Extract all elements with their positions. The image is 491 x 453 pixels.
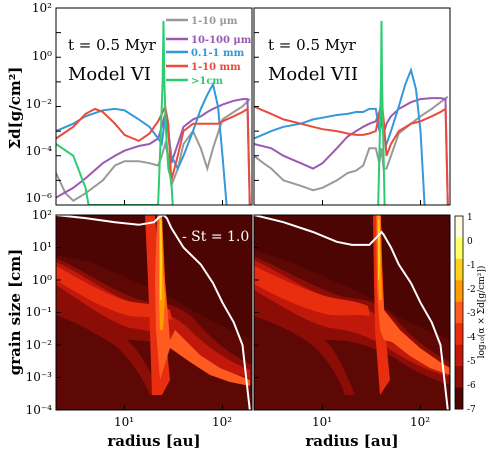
colorbar-frame — [454, 215, 464, 410]
y-axis-label-top: Σd[g/cm²] — [6, 67, 24, 150]
colorbar-tick-1: 1 — [467, 213, 473, 223]
tick-label-y-top-5: 10⁻⁶ — [26, 191, 53, 205]
series-line-tr-5 — [377, 20, 386, 205]
tick-label-y-bottom-6: 10⁻³ — [26, 370, 53, 384]
colorbar-band-7 — [455, 344, 463, 367]
tick-label-y-bottom-2: 10¹ — [32, 240, 52, 254]
colorbar-tick-5: -3 — [467, 309, 476, 319]
tick-label-y-bottom-3: 10⁰ — [32, 273, 52, 287]
series-line-tl-4 — [56, 103, 251, 205]
colorbar-band-8 — [455, 366, 463, 388]
colorbar-tick-3: -1 — [467, 261, 476, 271]
model-label-right: Model VII — [268, 64, 358, 85]
tick-label-y-top-1: 10² — [32, 1, 52, 15]
colorbar-band-9 — [455, 387, 463, 410]
heatmap-right — [254, 215, 450, 410]
colorbar-tick-8: -6 — [467, 381, 476, 391]
tick-label-x-right-2: 10² — [410, 415, 430, 429]
tick-label-y-bottom-4: 10⁻¹ — [26, 305, 52, 319]
lines-top-left — [56, 20, 251, 205]
x-axis-label-left: radius [au] — [107, 432, 200, 450]
st-one-curve-right — [254, 215, 449, 410]
legend-label-4: 1-10 mm — [191, 62, 241, 73]
tick-label-y-bottom-1: 10² — [32, 208, 52, 222]
time-label-right: t = 0.5 Myr — [268, 36, 357, 54]
legend-label-1: 1-10 μm — [191, 16, 238, 27]
colorbar-band-5 — [455, 301, 463, 324]
colorbar-band-2 — [455, 237, 463, 260]
st-one-curve-left — [56, 215, 251, 410]
colorbar-tick-2: 0 — [467, 237, 473, 247]
x-axis-label-right: radius [au] — [305, 432, 398, 450]
time-label-left: t = 0.5 Myr — [68, 36, 157, 54]
colorbar — [455, 216, 463, 410]
series-line-tr-4 — [254, 98, 449, 205]
tick-label-y-top-2: 10⁰ — [32, 49, 52, 63]
legend-label-2: 10-100 μm — [191, 35, 252, 46]
colorbar-tick-4: -2 — [467, 285, 476, 295]
colorbar-band-6 — [455, 323, 463, 346]
tick-label-x-right-1: 10¹ — [312, 415, 332, 429]
colorbar-label: log₁₀(α × Σd[g/cm²]) — [476, 266, 487, 359]
tick-label-y-bottom-7: 10⁻⁴ — [26, 403, 53, 417]
legend: 1-10 μm 10-100 μm 0.1-1 mm 1-10 mm >1cm — [166, 16, 252, 87]
series-line-tl-5 — [56, 20, 174, 205]
colorbar-band-3 — [455, 258, 463, 281]
y-axis-label-bottom: grain size [cm] — [6, 249, 24, 376]
tick-label-y-top-4: 10⁻⁴ — [26, 144, 53, 158]
tick-label-y-top-3: 10⁻² — [26, 97, 53, 111]
tick-label-x-left-1: 10¹ — [114, 415, 134, 429]
colorbar-band-1 — [455, 216, 463, 238]
axis-ticks — [56, 7, 421, 411]
colorbar-tick-6: -4 — [467, 333, 476, 343]
st-one-annotation: - St = 1.0 — [182, 229, 249, 245]
legend-label-5: >1cm — [191, 76, 223, 87]
colorbar-tick-9: -7 — [467, 405, 476, 415]
series-line-tl-3 — [56, 81, 228, 205]
colorbar-tick-7: -5 — [467, 357, 476, 367]
colorbar-band-4 — [455, 280, 463, 303]
tick-label-x-left-2: 10² — [212, 415, 232, 429]
tick-label-y-bottom-5: 10⁻² — [26, 338, 53, 352]
model-label-left: Model VI — [68, 64, 151, 85]
series-line-tr-3 — [254, 66, 426, 205]
legend-label-3: 0.1-1 mm — [191, 48, 245, 59]
heatmap-left — [56, 215, 252, 410]
lines-top-right — [254, 20, 449, 205]
